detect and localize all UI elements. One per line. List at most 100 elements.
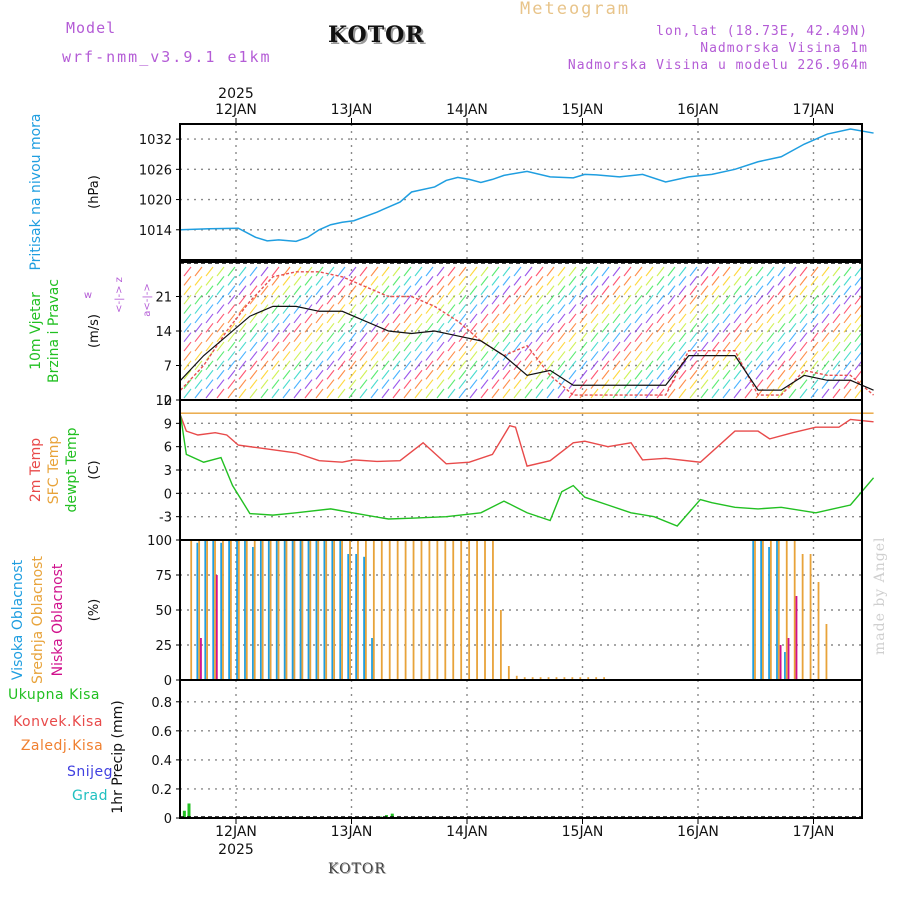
wind-barb <box>601 369 610 380</box>
wind-barb <box>667 294 676 305</box>
wind-barb <box>359 294 368 305</box>
wind-barb <box>755 322 764 333</box>
wind-barb <box>513 285 522 296</box>
y-tick-label-clouds: 75 <box>155 569 172 584</box>
wind-barb <box>777 360 786 371</box>
wind-barb <box>821 360 830 371</box>
wind-barb <box>513 341 522 352</box>
wind-barb <box>612 304 621 314</box>
wind-barb <box>381 341 390 352</box>
wind-barb <box>403 276 412 286</box>
wind-barb <box>678 369 687 380</box>
wind-barb <box>612 341 621 352</box>
wind-barb <box>667 285 676 296</box>
precip-legend-item: Ukupna Kisa <box>8 687 100 703</box>
wind-barb <box>260 266 269 277</box>
wind-barb <box>436 313 445 324</box>
wind-barb <box>414 304 423 314</box>
wind-barb <box>392 369 401 380</box>
wind-barb <box>667 341 676 352</box>
wind-barb <box>799 379 808 389</box>
wind-barb <box>513 369 522 380</box>
wind-barb <box>359 313 368 324</box>
cloud-bar-1 <box>539 677 542 680</box>
cloud-bar-0 <box>299 540 302 680</box>
wind-barb <box>733 313 742 324</box>
direction-legend-a: a<-|-> <box>142 283 153 316</box>
wind-barb <box>381 379 390 389</box>
wind-barb <box>568 313 577 324</box>
wind-barb <box>282 322 291 333</box>
wind-barb <box>678 322 687 333</box>
wind-barb <box>271 322 280 333</box>
wind-barb <box>568 276 577 286</box>
wind-barb <box>821 341 830 352</box>
wind-barb <box>249 266 258 277</box>
wind-barb <box>854 276 863 286</box>
wind-barb <box>337 388 346 399</box>
wind-barb <box>590 313 599 324</box>
wind-barb <box>436 369 445 380</box>
wind-barb <box>414 369 423 380</box>
wind-barb <box>194 304 203 314</box>
wind-barb <box>337 369 346 380</box>
wind-barb <box>403 322 412 333</box>
wind-barb <box>491 341 500 352</box>
wind-barb <box>843 322 852 333</box>
wind-barb <box>788 360 797 371</box>
wind-barb <box>249 313 258 324</box>
wind-barb <box>359 322 368 333</box>
wind-barb <box>403 341 412 352</box>
wind-barb <box>513 379 522 389</box>
wind-barb <box>733 332 742 343</box>
wind-barb <box>524 332 533 343</box>
wind-barb <box>238 379 247 389</box>
wind-barb <box>854 322 863 333</box>
wind-barb <box>249 369 258 380</box>
wind-barb <box>667 369 676 380</box>
wind-barb <box>645 369 654 380</box>
wind-barb <box>744 304 753 314</box>
wind-barb <box>722 266 731 277</box>
wind-barb <box>425 276 434 286</box>
wind-barb <box>843 351 852 361</box>
wind-barb <box>799 294 808 305</box>
wind-barb <box>326 285 335 296</box>
wind-barb <box>612 276 621 286</box>
wind-barb <box>436 266 445 277</box>
wind-barb <box>381 304 390 314</box>
wind-barb <box>249 388 258 399</box>
wind-barb <box>601 322 610 333</box>
wind-barb <box>854 332 863 343</box>
wind-barb <box>535 388 544 399</box>
precip-legend-item: Zaledj.Kisa <box>21 738 103 754</box>
wind-barb <box>755 266 764 277</box>
cloud-bar-1 <box>428 540 431 680</box>
wind-barb <box>216 313 225 324</box>
cloud-bar-1 <box>364 540 367 680</box>
wind-barb <box>260 360 269 371</box>
wind-barb <box>216 379 225 389</box>
wind-barb <box>777 388 786 399</box>
wind-barb <box>854 304 863 314</box>
wind-barb <box>326 304 335 314</box>
cloud-bar-1 <box>245 540 248 680</box>
cloud-bar-0 <box>347 554 350 680</box>
grid-lines <box>180 124 862 819</box>
wind-barb <box>579 379 588 389</box>
wind-barb <box>810 332 819 343</box>
top-date-label: 15JAN <box>562 102 604 118</box>
wind-barb <box>755 304 764 314</box>
wind-barb <box>337 294 346 305</box>
wind-barb <box>678 276 687 286</box>
wind-barb <box>227 388 236 399</box>
wind-barb <box>293 360 302 371</box>
wind-barb <box>788 294 797 305</box>
wind-barb <box>810 379 819 389</box>
wind-barb <box>590 388 599 399</box>
wind-barb <box>722 276 731 286</box>
wind-barb <box>821 332 830 343</box>
cloud-bar-2 <box>787 638 790 680</box>
wind-barb <box>744 313 753 324</box>
precip-axis-label: 1hr Precip (mm) <box>110 700 126 813</box>
